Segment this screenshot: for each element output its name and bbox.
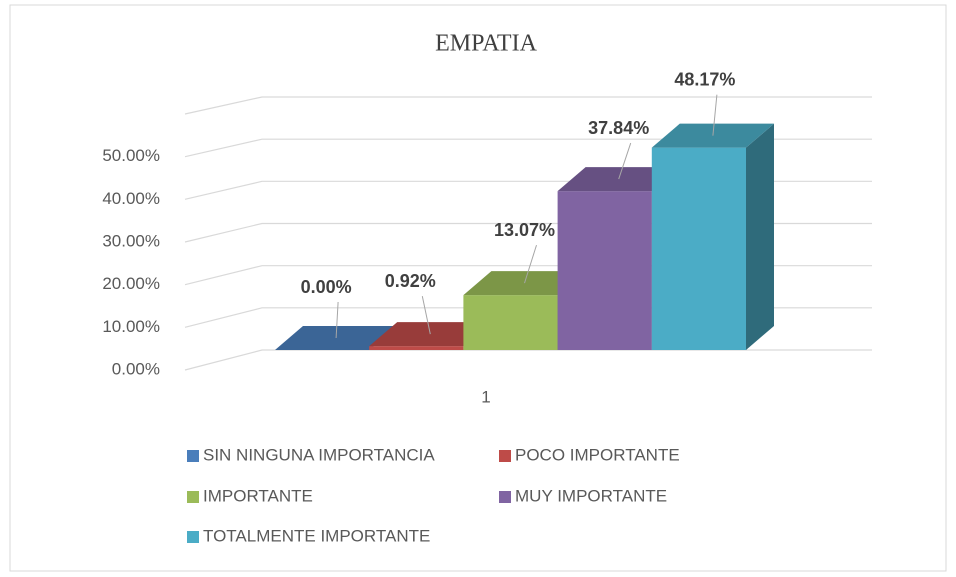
bar-front: [463, 295, 558, 350]
leader-line: [618, 142, 632, 180]
y-tick-label: 40.00%: [102, 189, 160, 208]
chart-title: EMPATIA: [435, 31, 537, 57]
y-tick-label: 20.00%: [102, 274, 160, 293]
legend-label: TOTALMENTE IMPORTANTE: [203, 526, 430, 545]
leader-line: [421, 296, 431, 335]
leader-line: [712, 94, 718, 136]
y-tick-label: 30.00%: [102, 231, 160, 250]
legend-swatch: [187, 450, 199, 462]
bar-side: [746, 123, 774, 350]
legend-swatch: [499, 450, 511, 462]
legend-swatch: [187, 491, 199, 503]
leader-line: [335, 301, 339, 339]
legend-label: MUY IMPORTANTE: [515, 486, 667, 505]
legend-swatch: [499, 491, 511, 503]
legend-label: IMPORTANTE: [203, 486, 313, 505]
legend-swatch: [187, 531, 199, 543]
bar-front: [557, 191, 652, 350]
y-tick-label: 50.00%: [102, 146, 160, 165]
y-tick-label: 10.00%: [102, 317, 160, 336]
value-label: 13.07%: [494, 220, 555, 240]
x-tick-label: 1: [481, 387, 490, 406]
leader-line: [524, 244, 537, 284]
legend-label: POCO IMPORTANTE: [515, 445, 680, 464]
legend-label: SIN NINGUNA IMPORTANCIA: [203, 445, 435, 464]
value-label: 0.00%: [301, 277, 352, 297]
bar-top: [557, 167, 680, 192]
y-tick-label: 0.00%: [112, 359, 160, 378]
bar-front: [651, 147, 746, 350]
value-label: 0.92%: [385, 271, 436, 291]
bar-front: [369, 346, 464, 350]
value-label: 37.84%: [588, 118, 649, 138]
value-label: 48.17%: [674, 69, 735, 89]
bar: [651, 123, 774, 350]
wall-top: [184, 96, 872, 115]
